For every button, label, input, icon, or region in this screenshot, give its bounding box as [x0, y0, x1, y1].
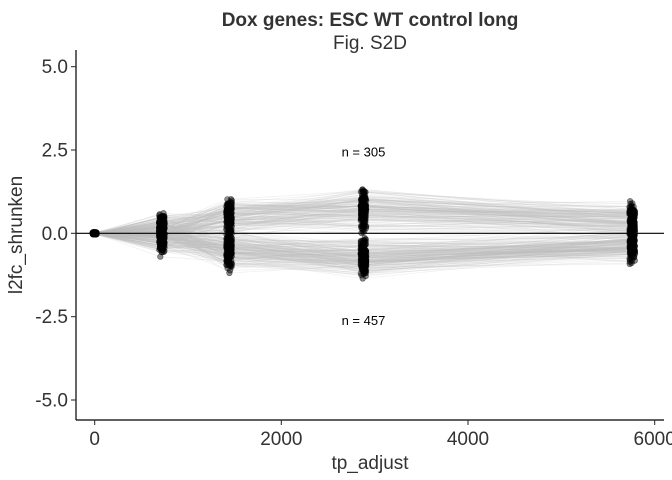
- annotation-down-count: n = 457: [342, 313, 386, 328]
- gene-point: [362, 223, 369, 230]
- gene-line: [95, 198, 633, 234]
- y-tick-label: -2.5: [35, 307, 68, 328]
- gene-point: [630, 238, 637, 245]
- gene-point: [157, 221, 164, 228]
- x-tick-label: 2000: [260, 429, 302, 450]
- gene-point: [158, 216, 165, 223]
- x-tick-label: 4000: [447, 429, 489, 450]
- gene-line: [93, 202, 631, 233]
- gene-point: [360, 258, 367, 266]
- gene-point: [228, 199, 235, 206]
- gene-line: [96, 190, 630, 235]
- y-axis-ticks: 5.0 2.5 0.0 -2.5 -5.0: [35, 57, 76, 412]
- gene-points: [89, 186, 639, 282]
- gene-line: [94, 218, 631, 252]
- gene-point: [226, 216, 233, 223]
- gene-point: [630, 245, 638, 252]
- gene-point: [228, 241, 235, 248]
- gene-point: [631, 219, 638, 226]
- y-tick-label: -5.0: [35, 391, 68, 412]
- x-tick-label: 6000: [634, 429, 672, 450]
- chart-title: Dox genes: ESC WT control long: [222, 10, 519, 31]
- gene-point: [360, 204, 368, 211]
- annotation-up-count: n = 305: [342, 145, 386, 160]
- gene-point: [225, 256, 232, 263]
- gene-point: [228, 219, 235, 226]
- chart-subtitle: Fig. S2D: [333, 33, 407, 54]
- gene-point: [360, 250, 367, 257]
- gene-point: [357, 240, 364, 247]
- x-axis-title: tp_adjust: [331, 453, 409, 474]
- gene-point: [226, 204, 234, 211]
- gene-point: [629, 224, 637, 231]
- gene-point: [358, 214, 365, 221]
- y-tick-label: 2.5: [42, 141, 68, 162]
- gene-point: [158, 235, 165, 242]
- y-axis-title: l2fc_shrunken: [6, 176, 27, 294]
- gene-point: [227, 262, 234, 269]
- gene-point: [631, 254, 638, 261]
- gene-point: [628, 235, 636, 242]
- gene-point: [360, 196, 367, 203]
- y-tick-label: 0.0: [42, 224, 68, 245]
- gene-line: [96, 221, 634, 269]
- y-tick-label: 5.0: [42, 57, 68, 78]
- gene-point: [227, 267, 234, 274]
- gene-point: [363, 267, 370, 274]
- x-tick-label: 0: [89, 429, 100, 450]
- x-axis-ticks: 0 2000 4000 6000: [89, 420, 672, 450]
- gene-point: [359, 188, 366, 195]
- gene-point: [358, 212, 365, 219]
- gene-point: [361, 235, 368, 242]
- gene-point: [156, 246, 163, 253]
- gene-point: [626, 203, 633, 211]
